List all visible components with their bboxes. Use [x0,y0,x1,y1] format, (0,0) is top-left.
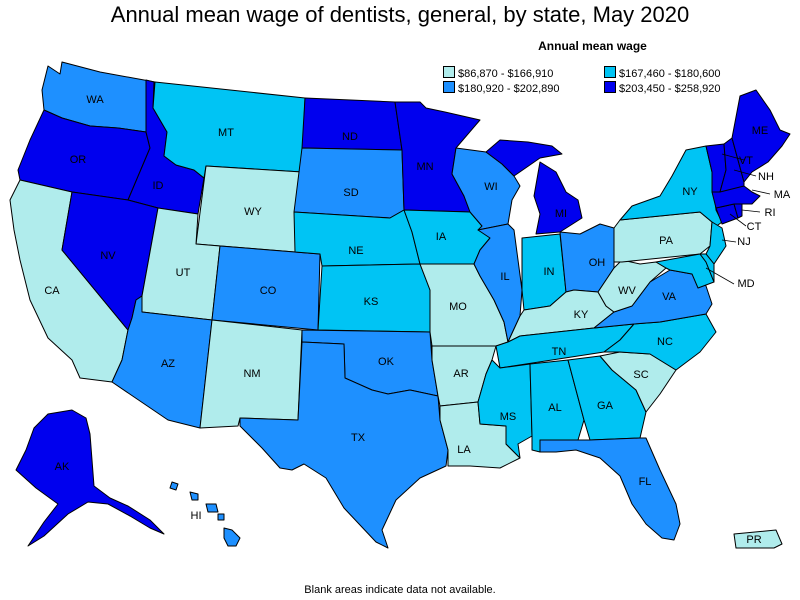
legend-label-tier-2: $167,460 - $180,600 [619,68,721,80]
legend-title: Annual mean wage [538,39,647,53]
label-fl: FL [639,476,652,488]
label-ga: GA [597,400,614,412]
label-tn: TN [552,346,567,358]
label-al: AL [548,402,561,414]
label-ct: CT [747,221,762,233]
label-sd: SD [343,187,358,199]
legend-item-tier-2: $167,460 - $180,600 [604,66,721,80]
label-ny: NY [682,186,698,198]
legend-label-tier-3: $180,920 - $202,890 [458,83,560,95]
state-hi-islet-1[interactable] [169,481,179,491]
state-mi-lower[interactable] [533,161,583,235]
label-il: IL [500,271,509,283]
label-me: ME [752,125,769,137]
leader-ma [751,189,771,195]
label-or: OR [70,154,87,166]
label-sc: SC [633,369,648,381]
leader-nj [721,239,737,243]
state-nc[interactable] [603,313,717,371]
label-nh: NH [758,171,774,183]
label-ak: AK [55,461,70,473]
label-oh: OH [589,257,606,269]
state-mi-upper[interactable] [485,139,563,177]
leader-nh [733,169,757,177]
label-vt: VT [739,155,753,167]
label-ri: RI [765,207,776,219]
legend-swatch-tier-4 [604,81,616,93]
label-pa: PA [659,235,674,247]
label-ut: UT [176,267,191,279]
label-ca: CA [44,285,60,297]
legend-item-tier-1: $86,870 - $166,910 [443,66,553,80]
label-md: MD [737,278,754,290]
label-mi: MI [555,208,567,220]
label-co: CO [260,285,277,297]
label-ok: OK [378,356,395,368]
label-wv: WV [618,285,636,297]
state-hi-islet-2[interactable] [189,491,199,501]
label-wi: WI [484,181,497,193]
label-pr: PR [746,534,761,546]
label-nd: ND [342,131,358,143]
footnote: Blank areas indicate data not available. [304,584,496,596]
label-ar: AR [453,368,468,380]
state-hi-islet-3[interactable] [205,503,219,513]
label-nm: NM [243,368,260,380]
label-ia: IA [436,231,447,243]
label-mt: MT [218,127,234,139]
label-ky: KY [574,309,589,321]
legend-item-tier-3: $180,920 - $202,890 [443,81,560,95]
label-la: LA [457,444,471,456]
legend-swatch-tier-3 [443,81,455,93]
label-ma: MA [774,189,791,201]
leader-vt [721,153,745,161]
label-in: IN [544,266,555,278]
label-ks: KS [364,296,379,308]
state-tx[interactable] [239,341,449,549]
leader-ri [741,209,761,213]
legend-label-tier-4: $203,450 - $258,920 [619,83,721,95]
state-il[interactable] [473,223,523,343]
legend-item-tier-4: $203,450 - $258,920 [604,81,721,95]
label-wy: WY [244,206,262,218]
state-pr[interactable] [733,529,783,549]
legend-swatch-tier-2 [604,66,616,78]
label-id: ID [153,180,164,192]
label-va: VA [662,291,677,303]
label-mn: MN [416,161,433,173]
state-me[interactable] [731,89,791,183]
map-title: Annual mean wage of dentists, general, b… [110,2,690,27]
state-fl[interactable] [539,437,681,541]
legend-swatch-tier-1 [443,66,455,78]
label-hi: HI [191,510,202,522]
state-hi[interactable] [223,527,241,547]
label-ms: MS [500,411,517,423]
label-ne: NE [348,245,363,257]
label-nc: NC [657,336,673,348]
label-nv: NV [100,250,116,262]
label-nj: NJ [737,236,750,248]
leader-md [705,267,735,285]
label-mo: MO [449,301,467,313]
label-wa: WA [86,94,104,106]
label-tx: TX [351,432,366,444]
leader-ct [729,213,747,227]
legend-label-tier-1: $86,870 - $166,910 [458,68,554,80]
label-az: AZ [161,358,175,370]
state-sd[interactable] [293,147,405,219]
state-ak[interactable] [15,409,165,547]
state-hi-islet-4[interactable] [217,513,225,521]
